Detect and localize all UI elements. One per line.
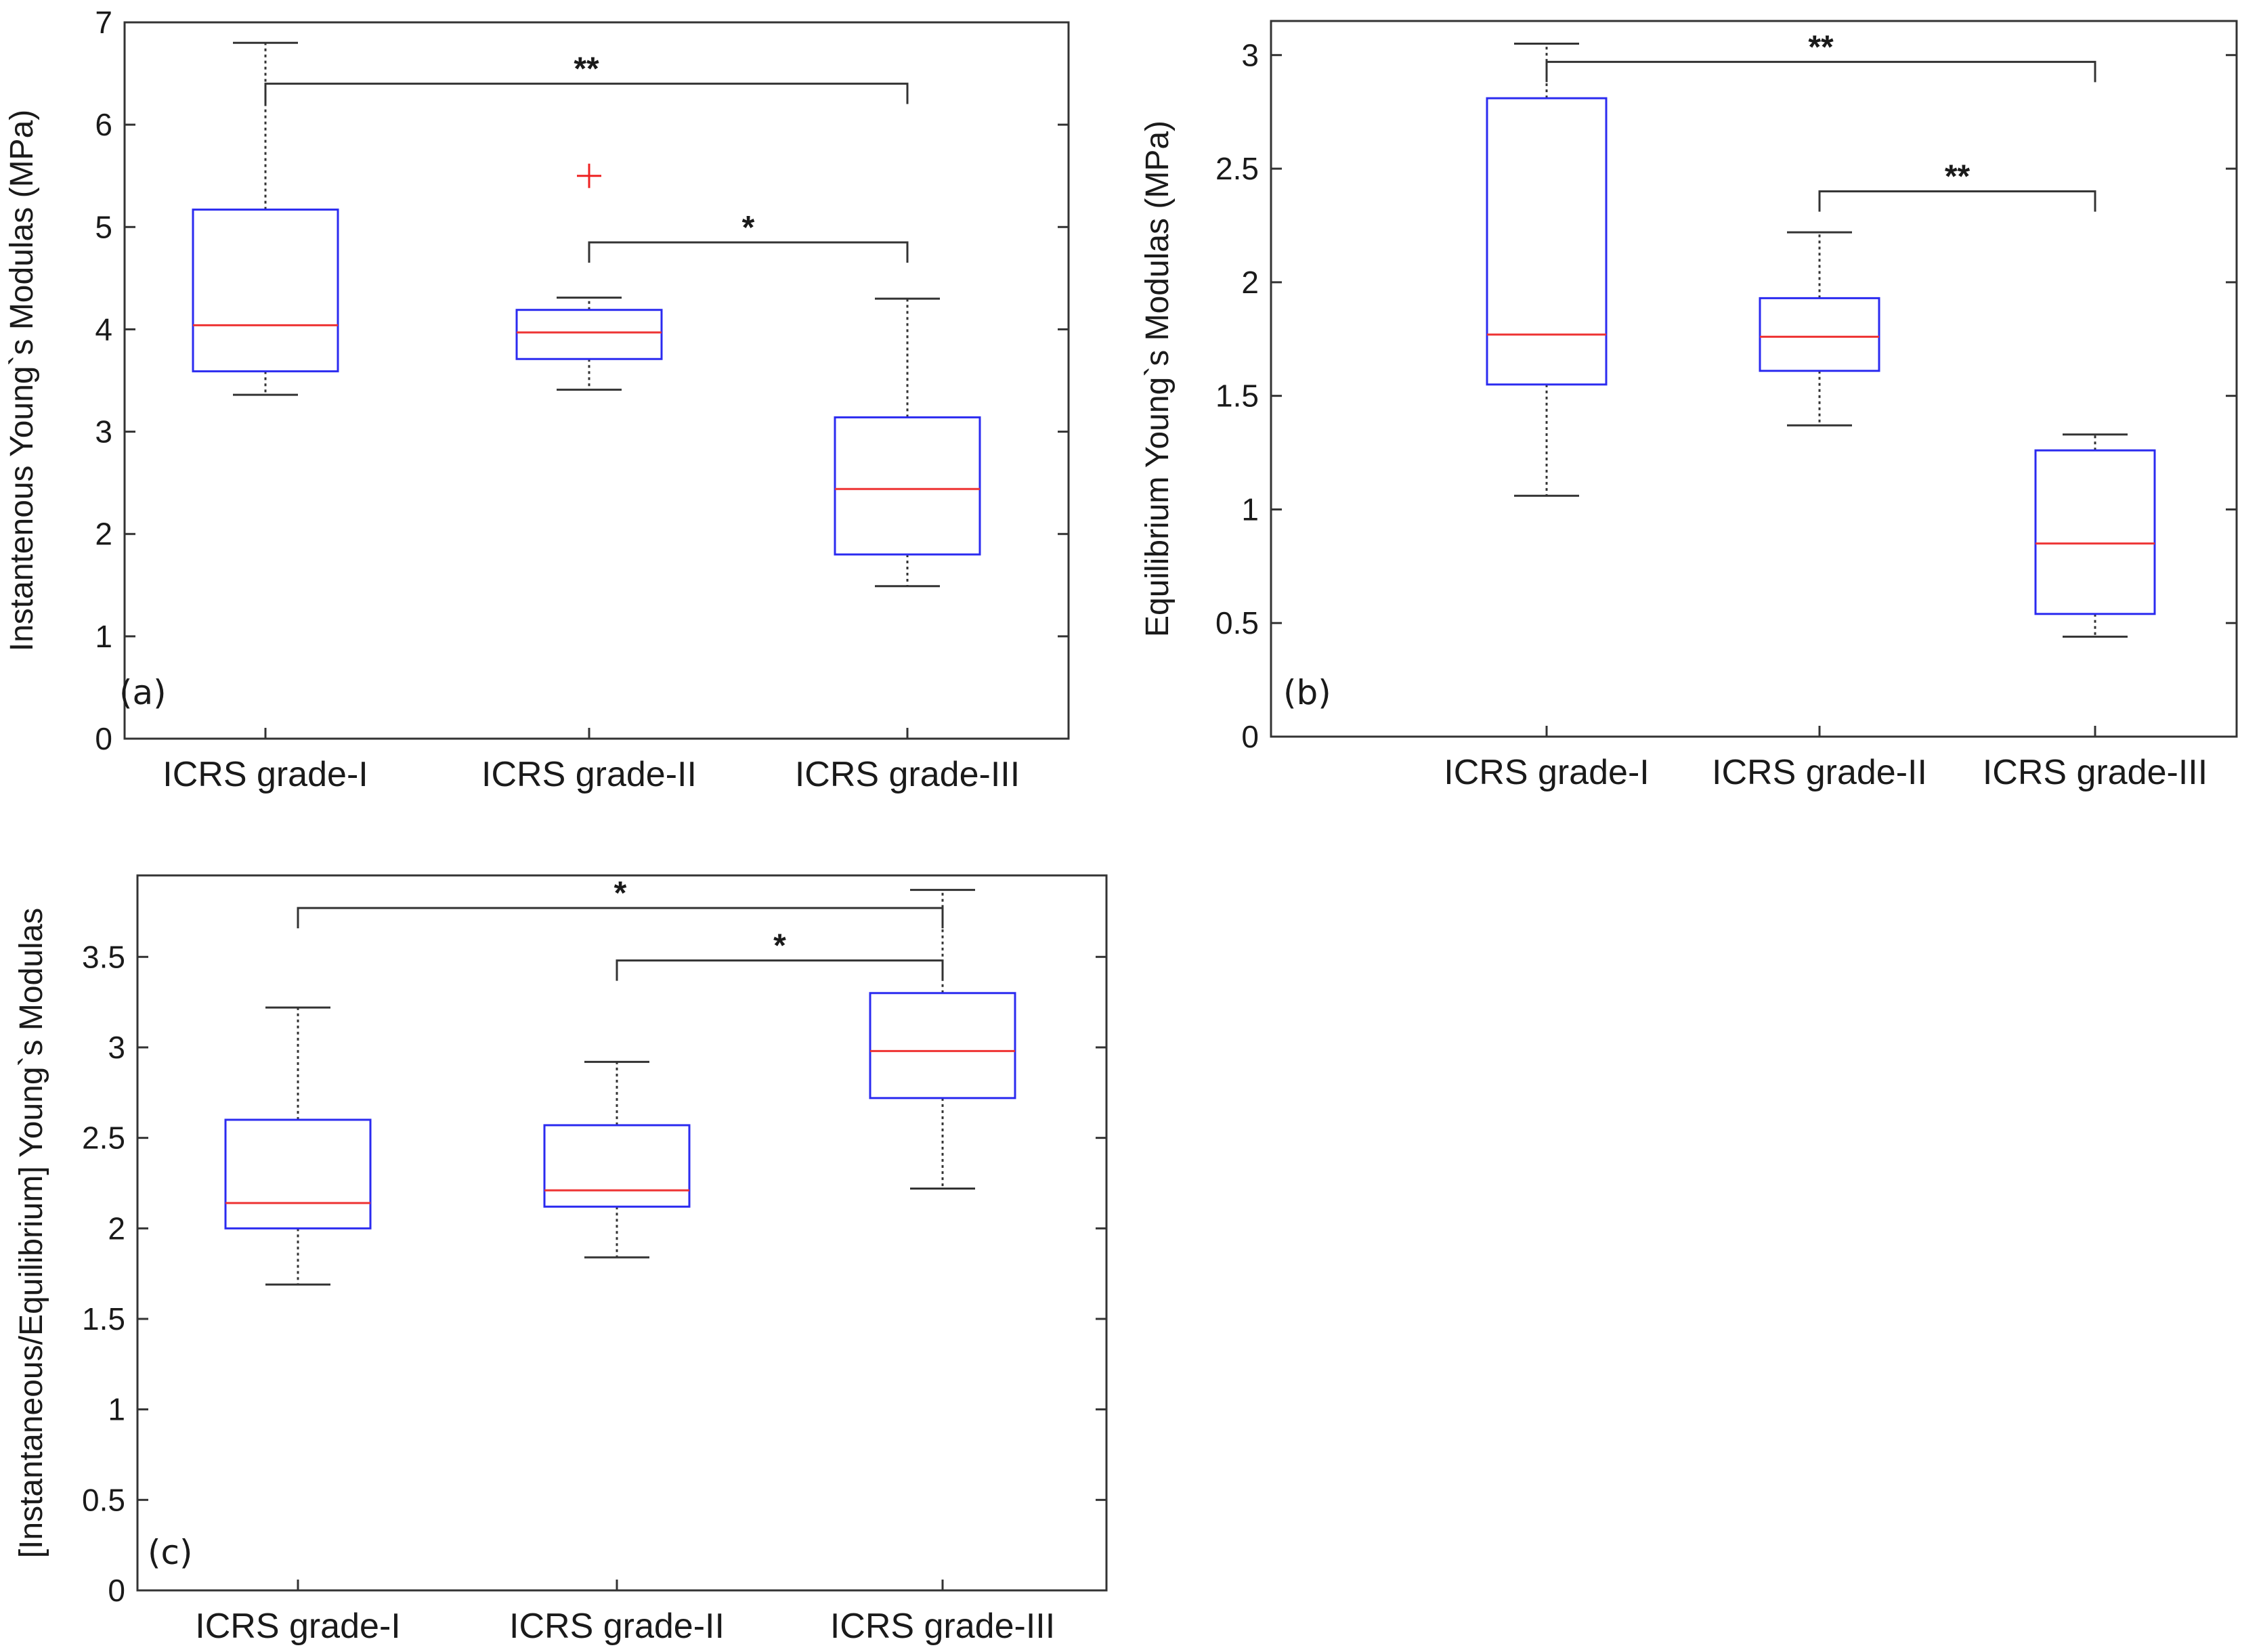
significance-bracket: ** — [264, 51, 909, 104]
iqr-box — [834, 416, 981, 556]
x-category-label: ICRS grade-III — [1983, 753, 2208, 792]
panel-label: (b) — [1283, 673, 1331, 712]
y-tick-label: 0 — [1241, 719, 1259, 754]
significance-bracket: * — [297, 875, 944, 929]
panel-3: 0 0.5 1 1.5 2 2.5 3 3.5 [Instantaneous/Equilibri… — [14, 874, 1108, 1646]
y-axis-label: Equilibrium Young`s Modulas (MPa) — [1140, 121, 1176, 637]
significance-label: * — [614, 875, 627, 911]
y-tick-label: 1.5 — [82, 1301, 125, 1336]
box-1 — [192, 41, 339, 396]
y-tick-label: 0 — [95, 721, 112, 756]
iqr-box — [543, 1124, 691, 1208]
y-tick-label: 4 — [95, 311, 112, 347]
y-tick-label: 0.5 — [82, 1482, 125, 1517]
significance-label: ** — [1945, 159, 1971, 195]
iqr-box — [1486, 97, 1608, 386]
iqr-box — [192, 209, 339, 372]
significance-label: * — [773, 928, 786, 964]
x-category-label: ICRS grade-II — [481, 755, 697, 794]
iqr-box — [2034, 449, 2156, 615]
y-tick-label: 2.5 — [82, 1121, 125, 1156]
significance-bracket: ** — [1545, 29, 2096, 83]
box-3 — [869, 888, 1016, 1190]
y-tick-label: 3.5 — [82, 939, 125, 974]
y-tick-label: 1.5 — [1215, 378, 1259, 414]
iqr-box — [869, 992, 1016, 1100]
y-tick-label: 2 — [95, 517, 112, 552]
panel-label: (a) — [119, 673, 167, 712]
y-tick-label: 3 — [108, 1030, 125, 1065]
axes-frame — [1270, 20, 2238, 738]
significance-bracket: ** — [1818, 159, 2096, 212]
x-category-label: ICRS grade-I — [195, 1607, 400, 1646]
iqr-box — [515, 309, 663, 360]
x-category-label: ICRS grade-I — [163, 755, 368, 794]
y-axis-label: Instantenous Young`s Modulas (MPa) — [4, 110, 40, 651]
y-tick-label: 2.5 — [1215, 151, 1259, 186]
panel-1: 0 1 2 3 4 5 6 7 Instantenous Young`s Modulas (MP… — [4, 5, 1070, 794]
box-2 — [515, 163, 663, 391]
y-tick-label: 7 — [95, 5, 112, 40]
y-tick-label: 1 — [1241, 492, 1259, 527]
significance-bracket: * — [588, 210, 909, 263]
iqr-box — [1759, 297, 1880, 372]
y-tick-label: 3 — [95, 414, 112, 450]
x-category-label: ICRS grade-II — [509, 1607, 725, 1646]
panel-label: (c) — [148, 1533, 193, 1572]
box-1 — [224, 1006, 372, 1286]
y-axis-label: [Instantaneous/Equilibrium] Young`s Modu… — [14, 908, 49, 1559]
significance-label: * — [742, 210, 755, 246]
axes-frame — [123, 21, 1070, 740]
iqr-box — [224, 1118, 372, 1230]
box-2 — [1759, 231, 1880, 427]
y-tick-label: 1 — [108, 1392, 125, 1427]
x-category-label: ICRS grade-I — [1444, 753, 1649, 792]
y-tick-label: 2 — [1241, 265, 1259, 300]
significance-bracket: * — [616, 928, 944, 981]
outlier-marker — [577, 163, 601, 188]
x-category-label: ICRS grade-II — [1712, 753, 1927, 792]
y-tick-label: 3 — [1241, 37, 1259, 72]
x-category-label: ICRS grade-III — [795, 755, 1020, 794]
y-tick-label: 0 — [108, 1573, 125, 1608]
x-category-label: ICRS grade-III — [830, 1607, 1055, 1646]
y-tick-label: 5 — [95, 209, 112, 244]
panel-2: 0 0.5 1 1.5 2 2.5 3 Equilibrium Young`s Modulas… — [1140, 20, 2238, 792]
y-tick-label: 6 — [95, 107, 112, 142]
y-tick-label: 1 — [95, 619, 112, 654]
significance-label: ** — [574, 51, 599, 87]
box-3 — [2034, 433, 2156, 638]
box-2 — [543, 1060, 691, 1259]
significance-label: ** — [1808, 29, 1834, 65]
box-1 — [1486, 43, 1608, 497]
y-tick-label: 2 — [108, 1211, 125, 1246]
y-tick-label: 0.5 — [1215, 605, 1259, 640]
box-3 — [834, 297, 981, 588]
axes-frame — [136, 874, 1108, 1592]
